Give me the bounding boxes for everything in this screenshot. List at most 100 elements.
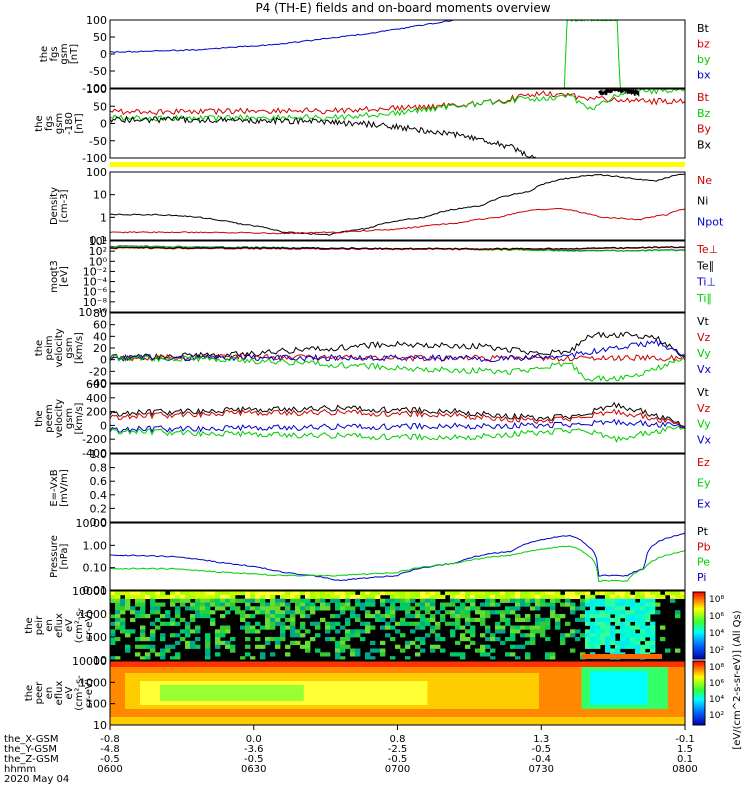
heatmap-cell	[500, 617, 506, 622]
heatmap-cell	[560, 614, 566, 619]
heatmap-cell	[140, 644, 146, 649]
heatmap-cell	[625, 598, 631, 603]
y-axis-label: gsm	[54, 113, 65, 134]
heatmap-cell	[260, 610, 266, 615]
y-tick-label: 0	[100, 118, 107, 131]
heatmap-cell	[130, 594, 136, 599]
heatmap-cell	[340, 648, 346, 653]
heatmap-cell	[495, 602, 501, 607]
heatmap-cell	[215, 598, 221, 603]
heatmap-cell	[515, 602, 521, 607]
heatmap-cell	[290, 614, 296, 619]
heatmap-cell	[490, 633, 496, 638]
heatmap-cell	[510, 644, 516, 649]
y-axis-label: the	[34, 410, 45, 426]
heatmap-cell	[595, 637, 601, 642]
series-line-Pi	[109, 532, 686, 582]
heatmap-cell	[225, 644, 231, 649]
heatmap-cell	[665, 648, 671, 653]
heatmap-cell	[580, 617, 586, 622]
heatmap-cell	[290, 640, 296, 645]
heatmap-cell	[350, 648, 356, 653]
heatmap-cell	[475, 648, 481, 653]
heatmap-cell	[200, 610, 206, 615]
heatmap-cell	[425, 633, 431, 638]
legend-Bz: Bz	[697, 107, 711, 120]
heatmap-cell	[625, 591, 631, 596]
heatmap-cell	[350, 594, 356, 599]
heatmap-cell	[225, 625, 231, 630]
heatmap-cell	[340, 640, 346, 645]
heatmap-cell	[485, 598, 491, 603]
heatmap-cell	[255, 591, 261, 596]
heatmap-cell	[195, 594, 201, 599]
heatmap-cell	[230, 598, 236, 603]
heatmap-cell	[620, 637, 626, 642]
heatmap-cell	[485, 591, 491, 596]
heatmap-cell	[170, 656, 176, 661]
heatmap-cell	[610, 606, 616, 611]
heatmap-cell	[510, 610, 516, 615]
y-tick-label: 50	[93, 31, 107, 44]
heatmap-cell	[125, 648, 131, 653]
heatmap-cell	[525, 591, 531, 596]
heatmap-cell	[625, 594, 631, 599]
heatmap-cell	[205, 640, 211, 645]
heatmap-cell	[385, 610, 391, 615]
heatmap-cell	[495, 625, 501, 630]
heatmap-cell	[520, 617, 526, 622]
heatmap-cell	[160, 652, 166, 657]
heatmap-cell	[230, 594, 236, 599]
heatmap-cell	[305, 644, 311, 649]
heatmap-cell	[140, 610, 146, 615]
heatmap-cell	[525, 598, 531, 603]
heatmap-cell	[585, 610, 591, 615]
heatmap-cell	[365, 594, 371, 599]
heatmap-cell	[445, 602, 451, 607]
heatmap-cell	[460, 637, 466, 642]
heatmap-cell	[495, 610, 501, 615]
heatmap-cell	[645, 625, 651, 630]
heatmap-cell	[330, 625, 336, 630]
heatmap-cell	[285, 602, 291, 607]
heatmap-cell	[655, 591, 661, 596]
heatmap-cell	[645, 629, 651, 634]
heatmap-cell	[535, 614, 541, 619]
x-tick-label: -0.4	[531, 754, 551, 765]
y-tick-label: 1.0	[90, 448, 108, 461]
heatmap-cell	[490, 598, 496, 603]
heatmap-cell	[415, 637, 421, 642]
heatmap-cell	[650, 637, 656, 642]
y-tick-label: 10	[93, 719, 107, 732]
heatmap-cell	[675, 591, 681, 596]
heatmap-cell	[590, 610, 596, 615]
heatmap-cell	[620, 633, 626, 638]
heatmap-cell	[155, 602, 161, 607]
heatmap-cell	[275, 640, 281, 645]
heatmap-cell	[270, 617, 276, 622]
heatmap-cell	[245, 644, 251, 649]
heatmap-cell	[515, 625, 521, 630]
heatmap-cell	[595, 610, 601, 615]
heatmap-cell	[195, 610, 201, 615]
heatmap-cell	[660, 637, 666, 642]
heatmap-cell	[515, 644, 521, 649]
y-tick-label: 10⁻²	[83, 265, 107, 278]
heatmap-cell	[315, 606, 321, 611]
heatmap-cell	[635, 594, 641, 599]
legend-Te∥: Te∥	[696, 259, 714, 272]
status-bar	[110, 162, 685, 167]
y-axis-label: [cm-3]	[59, 189, 70, 222]
heatmap-cell	[205, 614, 211, 619]
heatmap-cell	[670, 594, 676, 599]
heatmap-cell	[355, 602, 361, 607]
heatmap-cell	[525, 633, 531, 638]
series-line-bx	[109, 19, 685, 54]
heatmap-cell	[295, 591, 301, 596]
heatmap-cell	[500, 610, 506, 615]
heatmap-cell	[500, 591, 506, 596]
heatmap-cell	[255, 606, 261, 611]
colorbar-tick: 10⁶	[709, 612, 724, 622]
heatmap-cell	[110, 640, 116, 645]
heatmap-cell	[240, 610, 246, 615]
